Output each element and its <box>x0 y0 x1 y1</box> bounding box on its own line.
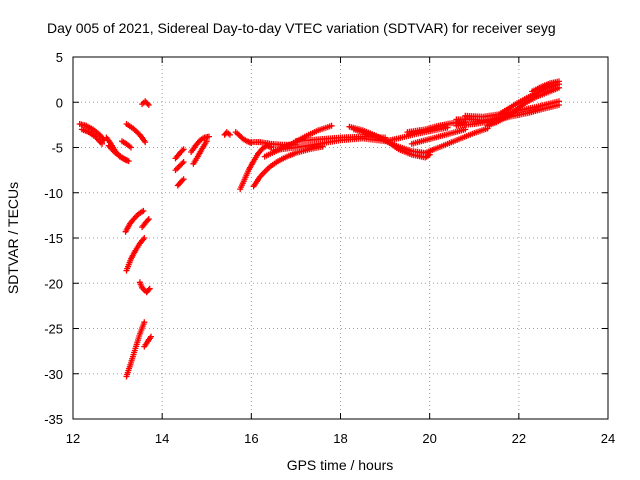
data-point <box>206 133 212 140</box>
data-point <box>556 78 562 85</box>
series-arc-p <box>172 159 187 174</box>
data-point <box>99 140 105 147</box>
series-arc-r <box>188 133 212 155</box>
grid-lines <box>73 57 608 419</box>
data-point <box>144 100 151 107</box>
data-point <box>142 139 149 146</box>
data-point <box>145 216 152 222</box>
data-point <box>462 126 469 133</box>
y-tick-label: -30 <box>44 367 63 382</box>
series-arc-s <box>221 129 233 138</box>
data-point <box>180 146 187 153</box>
y-tick-label: -35 <box>44 412 63 427</box>
series-arc-m <box>141 333 154 350</box>
data-point <box>328 122 335 129</box>
chart-title: Day 005 of 2021, Sidereal Day-to-day VTE… <box>47 20 556 36</box>
data-point <box>145 286 152 293</box>
x-tick-label: 12 <box>66 431 80 446</box>
series-arc-d <box>105 142 130 164</box>
series-arc-u <box>237 142 275 193</box>
data-point <box>123 157 130 164</box>
x-axis-label: GPS time / hours <box>287 457 394 473</box>
data-point <box>179 160 186 167</box>
series-arc-ag <box>462 98 562 120</box>
x-tick-label: 16 <box>244 431 258 446</box>
x-tick-label: 24 <box>601 431 615 446</box>
series-arc-l <box>123 319 148 380</box>
series-arc-i <box>123 235 148 274</box>
axis-ticks: 12 14 16 18 20 22 24 5 0 -5 -10 -15 -20 -25 -30 -35 <box>44 50 615 446</box>
x-tick-label: 20 <box>422 431 436 446</box>
series-arc-b <box>78 126 105 147</box>
series-arc-n <box>174 176 187 189</box>
series-arc-g <box>139 98 152 108</box>
series-arc-ad <box>408 126 469 147</box>
series-arc-ah <box>484 84 562 129</box>
series-arc-aj <box>529 78 562 95</box>
data-point <box>180 176 187 183</box>
series-arc-v <box>250 143 326 190</box>
y-tick-label: -20 <box>44 276 63 291</box>
data-point <box>556 98 562 105</box>
series-arc-j <box>139 216 152 231</box>
data-point <box>141 235 148 241</box>
series-arc-f <box>123 121 149 146</box>
data-point <box>148 333 154 340</box>
data-point <box>146 285 153 292</box>
series-arc-k <box>136 279 153 296</box>
data-point <box>179 147 186 154</box>
data-point <box>141 319 148 326</box>
series-arc-ab <box>350 125 491 156</box>
data-point <box>140 207 147 214</box>
series-arc-o <box>172 146 187 162</box>
series-arc-h <box>122 207 147 235</box>
series-arc-q <box>190 138 210 167</box>
x-tick-label: 14 <box>155 431 169 446</box>
data-points <box>76 78 562 380</box>
data-point <box>128 144 134 151</box>
y-tick-label: -25 <box>44 322 63 337</box>
data-point <box>144 217 151 224</box>
y-tick-label: 0 <box>56 95 63 110</box>
series-arc-z <box>292 133 389 145</box>
series-arc-a <box>76 121 108 144</box>
y-tick-label: -15 <box>44 231 63 246</box>
x-tick-label: 18 <box>333 431 347 446</box>
x-tick-label: 22 <box>512 431 526 446</box>
data-point <box>145 102 152 108</box>
series-arc-e <box>119 138 134 151</box>
data-point <box>226 131 233 138</box>
y-tick-label: -5 <box>51 141 63 156</box>
data-point <box>180 159 187 165</box>
y-tick-label: -10 <box>44 186 63 201</box>
y-axis-label: SDTVAR / TECUs <box>5 182 21 294</box>
data-point <box>203 138 210 145</box>
y-tick-label: 5 <box>56 50 63 65</box>
